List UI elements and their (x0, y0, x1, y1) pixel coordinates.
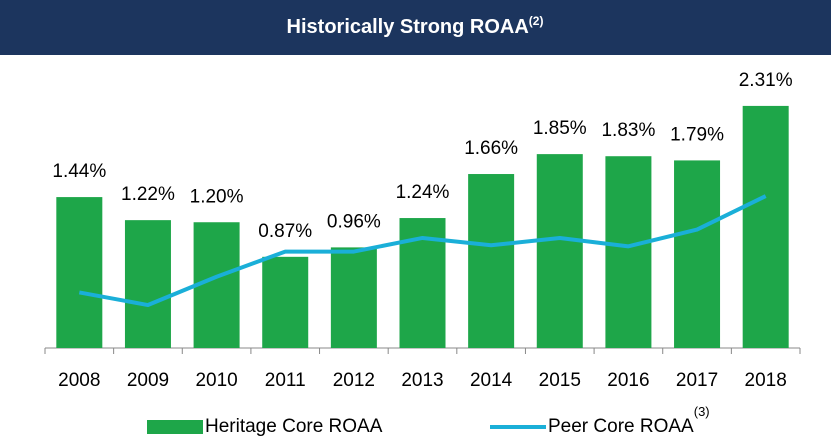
data-label: 1.20% (190, 186, 244, 207)
bar (674, 160, 721, 348)
title-bar (0, 0, 831, 55)
data-label: 1.79% (670, 124, 724, 145)
title-footnote: (2) (529, 14, 544, 28)
bar (262, 256, 309, 348)
legend-swatch (147, 420, 203, 434)
x-tick-label: 2018 (745, 370, 787, 391)
bar (56, 197, 103, 348)
bar (605, 156, 652, 348)
data-label: 0.96% (327, 211, 381, 232)
data-label: 1.66% (464, 138, 518, 159)
x-tick-label: 2016 (607, 370, 649, 391)
bar (536, 154, 583, 348)
legend-name: Heritage Core ROAA (205, 416, 383, 437)
legend-label: Peer Core ROAA(3) (548, 404, 710, 437)
x-tick-label: 2013 (401, 370, 443, 391)
bar (742, 105, 789, 348)
x-tick-label: 2009 (127, 370, 169, 391)
data-label: 2.31% (739, 70, 793, 91)
legend-name: Peer Core ROAA (548, 416, 694, 437)
x-tick-label: 2017 (676, 370, 718, 391)
data-label: 1.24% (396, 182, 450, 203)
x-tick-label: 2008 (58, 370, 100, 391)
chart-title: Historically Strong ROAA(2) (287, 14, 544, 38)
data-label: 0.87% (258, 221, 312, 242)
x-tick-label: 2015 (539, 370, 581, 391)
legend-footnote: (3) (694, 404, 710, 419)
x-tick-label: 2014 (470, 370, 513, 391)
bar (468, 174, 515, 348)
x-tick-label: 2012 (333, 370, 375, 391)
data-label: 1.44% (52, 161, 106, 182)
data-label: 1.22% (121, 184, 175, 205)
x-tick-label: 2011 (265, 370, 306, 391)
x-tick-label: 2010 (195, 370, 237, 391)
bar (330, 247, 377, 348)
bar (124, 220, 171, 348)
title-text: Historically Strong ROAA (287, 16, 529, 38)
legend-label: Heritage Core ROAA (205, 416, 383, 437)
data-label: 1.83% (601, 120, 655, 141)
line (78, 194, 767, 308)
data-label: 1.85% (533, 118, 587, 139)
